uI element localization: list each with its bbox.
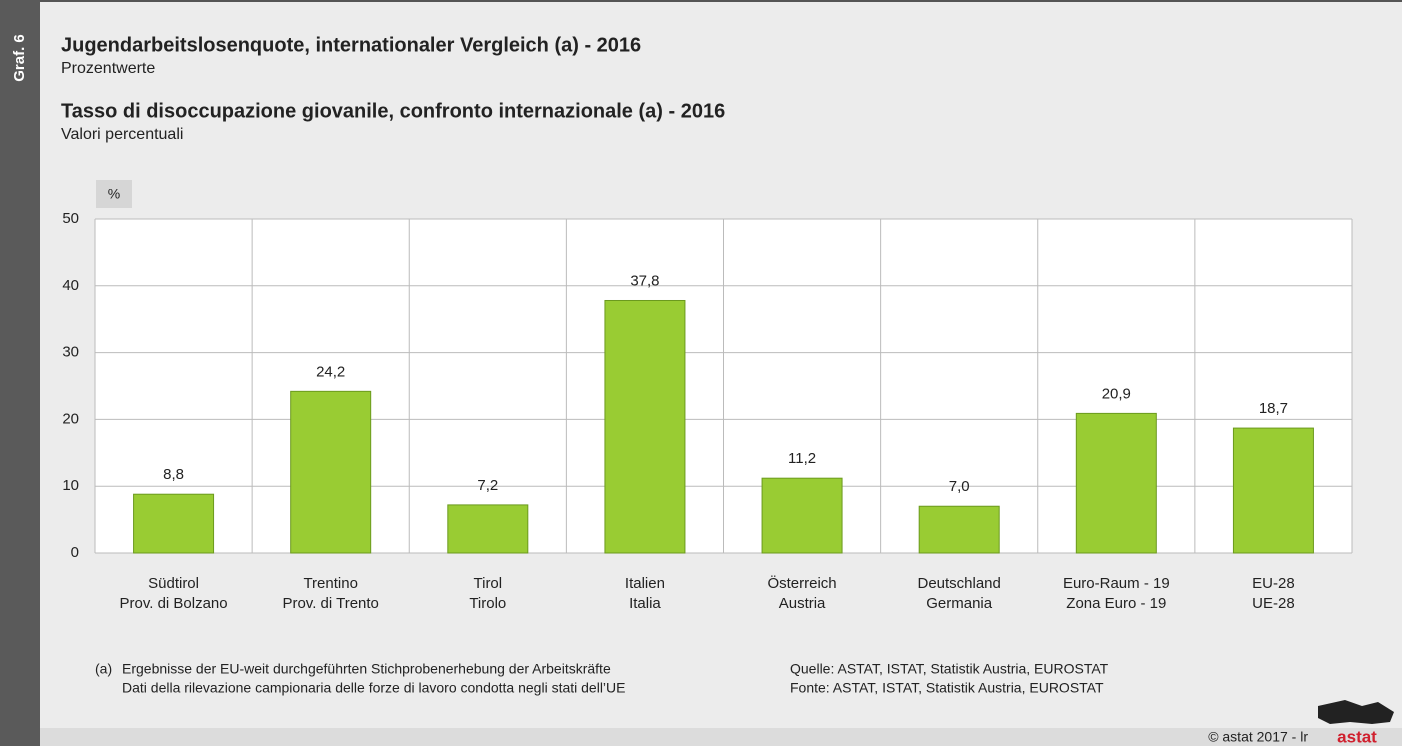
top-border (0, 0, 1402, 2)
x-tick-label: Italien (625, 575, 665, 592)
y-tick-label: 0 (71, 544, 79, 561)
value-label: 7,2 (477, 477, 498, 494)
value-label: 20,9 (1102, 385, 1131, 402)
bar (290, 390, 372, 554)
logo: astat (1337, 727, 1377, 746)
y-tick-label: 50 (62, 210, 79, 227)
y-tick-label: 40 (62, 277, 79, 294)
x-tick-label: Italia (629, 595, 661, 612)
chart-subtitle-2: Valori percentuali (61, 126, 183, 143)
y-tick-label: 10 (62, 477, 79, 494)
x-tick-label: Prov. di Bolzano (120, 595, 228, 612)
y-tick-label: 30 (62, 344, 79, 361)
footnote-marker: (a) (95, 661, 112, 677)
x-tick-label: Österreich (767, 574, 836, 592)
value-label: 8,8 (163, 466, 184, 483)
x-tick-label: Euro-Raum - 19 (1063, 575, 1170, 592)
chart-title: Jugendarbeitslosenquote, internationaler… (61, 34, 641, 56)
x-tick-label: Austria (779, 595, 826, 612)
y-tick-label: 20 (62, 410, 79, 427)
copyright: © astat 2017 - lr (1208, 729, 1308, 745)
value-label: 24,2 (316, 363, 345, 380)
chart-title-2: Tasso di disoccupazione giovanile, confr… (61, 100, 725, 122)
x-tick-label: UE-28 (1252, 595, 1295, 612)
x-tick-label: Trentino (303, 575, 357, 592)
chart-subtitle: Prozentwerte (61, 60, 155, 77)
value-label: 37,8 (630, 272, 659, 289)
source: Quelle: ASTAT, ISTAT, Statistik Austria,… (790, 661, 1109, 677)
value-label: 7,0 (949, 478, 970, 495)
unit-box (96, 180, 132, 208)
bar (133, 493, 215, 554)
value-label: 18,7 (1259, 400, 1288, 417)
x-tick-label: EU-28 (1252, 575, 1295, 592)
source: Fonte: ASTAT, ISTAT, Statistik Austria, … (790, 680, 1104, 696)
footnote: Ergebnisse der EU-weit durchgeführten St… (122, 661, 611, 677)
bar (918, 505, 1000, 554)
x-tick-label: Prov. di Trento (282, 595, 378, 612)
x-tick-label: Germania (926, 595, 993, 612)
footer-strip (40, 728, 1402, 746)
footnote: Dati della rilevazione campionaria delle… (122, 680, 626, 696)
y-axis-label: % (108, 186, 120, 202)
x-tick-label: Tirol (474, 575, 503, 592)
x-tick-label: Tirolo (469, 595, 506, 612)
x-tick-label: Zona Euro - 19 (1066, 595, 1166, 612)
bar (761, 477, 843, 554)
bar (1075, 412, 1157, 554)
bar (1232, 427, 1314, 554)
value-label: 11,2 (788, 450, 816, 467)
bar (447, 504, 529, 554)
bar (604, 299, 686, 554)
graph-tag: Graf. 6 (11, 34, 28, 82)
x-tick-label: Südtirol (148, 575, 199, 592)
side-strip (0, 0, 40, 746)
logo-shape (1318, 700, 1394, 724)
x-tick-label: Deutschland (917, 575, 1000, 592)
